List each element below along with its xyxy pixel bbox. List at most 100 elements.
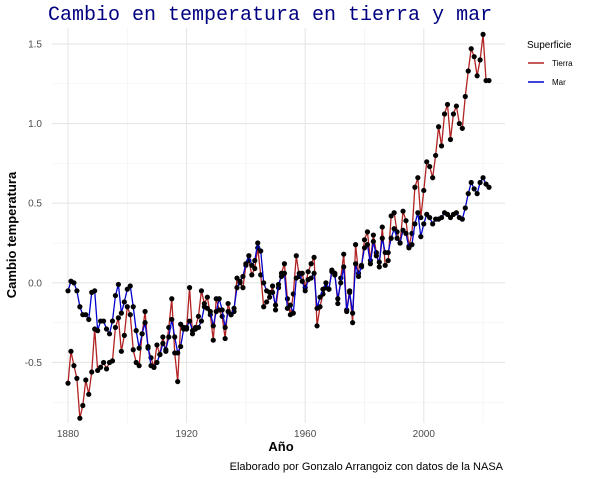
data-point (133, 328, 139, 334)
data-point (240, 285, 246, 291)
data-point (367, 261, 374, 267)
data-point (284, 296, 290, 302)
data-point (112, 324, 119, 331)
data-point (261, 304, 267, 310)
data-point (320, 286, 326, 292)
data-point (376, 259, 382, 265)
data-point (450, 111, 457, 117)
data-point (433, 152, 439, 159)
data-point (311, 254, 317, 260)
data-point (355, 273, 362, 280)
x-tick-label: 1920 (175, 429, 198, 440)
data-point (249, 272, 255, 278)
grid-lines (52, 28, 505, 423)
data-point (222, 335, 228, 342)
data-point (264, 299, 270, 305)
data-point (95, 328, 101, 334)
data-point (293, 253, 299, 259)
data-point (86, 316, 92, 323)
data-point (370, 232, 376, 238)
data-point (154, 342, 160, 348)
data-point (480, 175, 486, 181)
data-point (275, 281, 282, 288)
data-point (477, 179, 483, 186)
data-point (444, 101, 451, 108)
data-point (109, 318, 116, 324)
data-point (415, 210, 421, 216)
y-tick-label: 1.5 (28, 39, 42, 50)
data-point (160, 340, 166, 346)
data-point (468, 179, 474, 186)
data-point (210, 323, 216, 329)
data-point (459, 216, 465, 222)
data-point (462, 93, 468, 100)
data-point (151, 364, 157, 370)
data-point (157, 351, 163, 358)
data-point (465, 191, 471, 197)
data-point (106, 331, 113, 337)
data-point (186, 285, 193, 291)
data-point (453, 103, 459, 109)
data-point (163, 347, 169, 353)
data-point (412, 221, 418, 227)
data-point (219, 307, 225, 313)
x-tick-labels: 1880 1920 1960 2000 (57, 429, 435, 440)
data-point (465, 68, 471, 74)
data-point (477, 57, 483, 63)
data-point (323, 280, 329, 286)
data-point (314, 323, 320, 329)
data-point (480, 31, 486, 37)
data-point (364, 229, 371, 235)
data-point (175, 350, 181, 356)
data-point (198, 318, 205, 324)
series-layer (65, 31, 492, 421)
data-point (124, 304, 130, 310)
data-point (195, 324, 202, 331)
data-point (341, 251, 347, 257)
data-point (136, 363, 142, 369)
x-tick-label: 2000 (413, 429, 436, 440)
data-point (430, 221, 436, 227)
data-point (391, 210, 397, 216)
data-point (169, 296, 175, 302)
data-point (427, 214, 433, 221)
data-point (403, 218, 409, 224)
data-point (350, 310, 356, 316)
data-point (474, 73, 480, 79)
data-point (344, 308, 350, 315)
data-point (186, 318, 193, 324)
data-point (118, 310, 124, 316)
data-point (400, 208, 406, 214)
data-point (427, 163, 433, 170)
data-point (127, 283, 133, 289)
data-point (474, 191, 480, 197)
data-point (456, 120, 462, 127)
data-point (391, 226, 397, 232)
data-point (258, 272, 264, 278)
data-point (269, 289, 276, 295)
data-point (103, 326, 110, 332)
data-point (436, 124, 442, 130)
series-mar (65, 175, 492, 370)
data-point (252, 257, 258, 264)
data-point (352, 261, 359, 267)
data-point (299, 278, 305, 284)
data-point (281, 270, 288, 276)
data-point (421, 187, 427, 194)
data-point (305, 269, 311, 275)
data-point (74, 288, 80, 294)
data-point (100, 359, 107, 366)
data-point (154, 359, 160, 366)
legend-title: Superficie (527, 40, 572, 51)
data-point (121, 299, 127, 305)
data-point (210, 337, 216, 343)
data-point (83, 312, 89, 318)
data-point (142, 320, 148, 326)
data-point (234, 285, 240, 291)
data-point (361, 237, 368, 243)
data-point (100, 318, 107, 324)
data-point (169, 316, 175, 323)
legend-label-tierra: Tierra (552, 59, 573, 68)
data-point (166, 334, 172, 340)
legend: Superficie Tierra Mar (527, 40, 573, 87)
